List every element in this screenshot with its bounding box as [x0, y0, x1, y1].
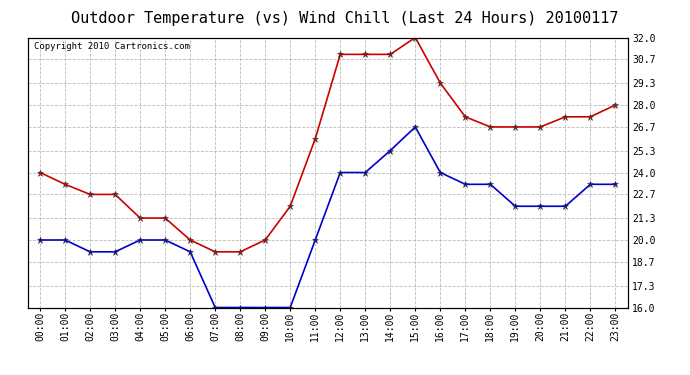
Text: Copyright 2010 Cartronics.com: Copyright 2010 Cartronics.com: [34, 42, 190, 51]
Text: Outdoor Temperature (vs) Wind Chill (Last 24 Hours) 20100117: Outdoor Temperature (vs) Wind Chill (Las…: [71, 11, 619, 26]
